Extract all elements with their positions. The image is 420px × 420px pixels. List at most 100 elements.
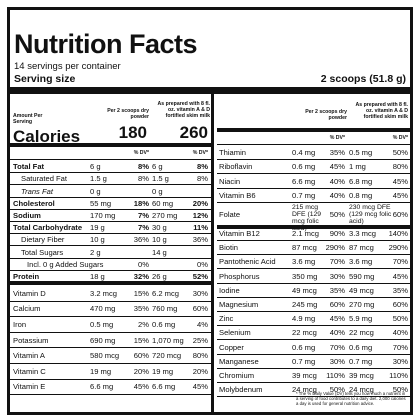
amount: 5.9 mg	[349, 314, 373, 324]
rule	[217, 268, 410, 269]
amount: 49 mcg	[292, 285, 317, 295]
nutrient-name: Vitamin E	[13, 382, 46, 392]
nutrient-name: Manganese	[219, 356, 259, 366]
amount: 39 mcg	[349, 370, 374, 380]
rule	[10, 257, 211, 259]
rule	[10, 347, 211, 348]
column-header: Per 2 scoops dry powder	[107, 108, 149, 120]
amount: 2 g	[90, 247, 101, 257]
amount: 14 g	[152, 247, 167, 257]
amount: 24 mcg	[292, 385, 317, 395]
amount: 87 mcg	[292, 243, 317, 253]
rule	[10, 221, 211, 222]
daily-value: 60%	[392, 209, 408, 219]
nutrient-name: Vitamin A	[13, 351, 45, 361]
amount: 49 mcg	[349, 285, 374, 295]
amount: 0.7 mg	[292, 190, 316, 200]
amount: 590 mg	[349, 271, 375, 281]
amount: 22 mcg	[349, 328, 374, 338]
nutrient-name: Incl. 0 g Added Sugars	[27, 259, 104, 269]
daily-value: 11%	[193, 223, 208, 233]
rule	[10, 269, 211, 271]
amount: 6.6 mg	[90, 382, 114, 392]
daily-value: 110%	[326, 370, 345, 380]
amount: 3.6 mg	[349, 257, 373, 267]
daily-value: 7%	[138, 223, 149, 233]
column-header: Per 2 scoops dry powder	[305, 109, 347, 121]
amount: 30 g	[152, 223, 167, 233]
daily-value: 40%	[329, 190, 345, 200]
daily-value: 50%	[329, 209, 345, 219]
nutrient-name: Magnesium	[219, 299, 259, 309]
daily-value: 70%	[392, 257, 408, 267]
rule	[10, 363, 211, 364]
daily-value: 2%	[138, 320, 149, 329]
title: Nutrition Facts	[14, 29, 198, 59]
daily-value: 45%	[329, 162, 345, 172]
amount: 55 mg	[90, 198, 112, 208]
rule	[217, 382, 410, 383]
amount: 0.6 mg	[292, 342, 316, 352]
daily-value: 290%	[325, 243, 345, 253]
amount: 3.2 mcg	[90, 288, 118, 298]
amount: 6.2 mcg	[152, 288, 180, 298]
daily-value: 50%	[392, 314, 408, 324]
amount: 6 g	[90, 162, 101, 172]
nutrient-name: Molybdenum	[219, 385, 263, 395]
rule	[10, 196, 211, 198]
nutrient-name: Thiamin	[219, 148, 247, 158]
daily-value: 45%	[192, 382, 208, 392]
amount: 1,070 mg	[152, 335, 184, 345]
nutrient-name: Total Fat	[13, 162, 45, 172]
nutrient-name: Potassium	[13, 335, 49, 345]
footnote: * The % Daily Value (DV) tells you how m…	[296, 391, 406, 407]
amount: 0.8 mg	[349, 190, 373, 200]
amount: 24 mcg	[349, 385, 374, 395]
amount: 19 mg	[152, 366, 174, 376]
amount: 270 mg	[152, 210, 178, 220]
daily-value: 25%	[192, 335, 208, 345]
daily-value: 60%	[392, 299, 408, 309]
rule	[10, 245, 211, 246]
amount: 3.3 mcg	[349, 228, 377, 238]
nutrient-name: Cholesterol	[13, 198, 55, 208]
amount: 19 mg	[90, 366, 112, 376]
rule	[10, 316, 211, 317]
nutrient-name: Zinc	[219, 314, 234, 324]
rule	[217, 367, 410, 369]
nutrient-name: Riboflavin	[219, 162, 253, 172]
rule	[10, 300, 211, 302]
daily-value: 45%	[392, 176, 408, 186]
rule	[217, 254, 410, 255]
rule	[10, 378, 211, 380]
daily-value: 70%	[329, 257, 345, 267]
daily-value: 40%	[329, 176, 345, 186]
amount-label: Amount Per Serving	[13, 113, 43, 125]
daily-value: 35%	[133, 304, 149, 314]
nutrient-name: Folate	[219, 209, 241, 219]
amount: 0.6 mg	[152, 320, 176, 329]
daily-value: 20%	[133, 366, 149, 376]
amount: 39 mcg	[292, 370, 317, 380]
nutrient-name: Biotin	[219, 243, 238, 253]
daily-value: 45%	[133, 382, 149, 392]
amount: 3.6 mg	[292, 257, 316, 267]
amount: 760 mg	[152, 304, 178, 314]
daily-value: 35%	[329, 148, 345, 158]
daily-value: 60%	[192, 304, 208, 314]
rule	[217, 296, 410, 298]
amount: 0.5 mg	[90, 320, 114, 329]
nutrient-name: Total Carbohydrate	[13, 223, 83, 233]
daily-value: 50%	[392, 148, 408, 158]
rule	[217, 353, 410, 355]
daily-value: 7%	[138, 210, 149, 220]
daily-value: 60%	[329, 299, 345, 309]
nutrition-label: Nutrition Facts 14 servings per containe…	[7, 7, 413, 415]
amount: 690 mg	[90, 335, 116, 345]
nutrient-name: Vitamin D	[13, 288, 46, 298]
amount: 0.7 mg	[292, 356, 316, 366]
rule	[217, 325, 410, 326]
thick-rule	[10, 143, 211, 147]
rule	[10, 331, 211, 333]
daily-value: 35%	[392, 285, 408, 295]
